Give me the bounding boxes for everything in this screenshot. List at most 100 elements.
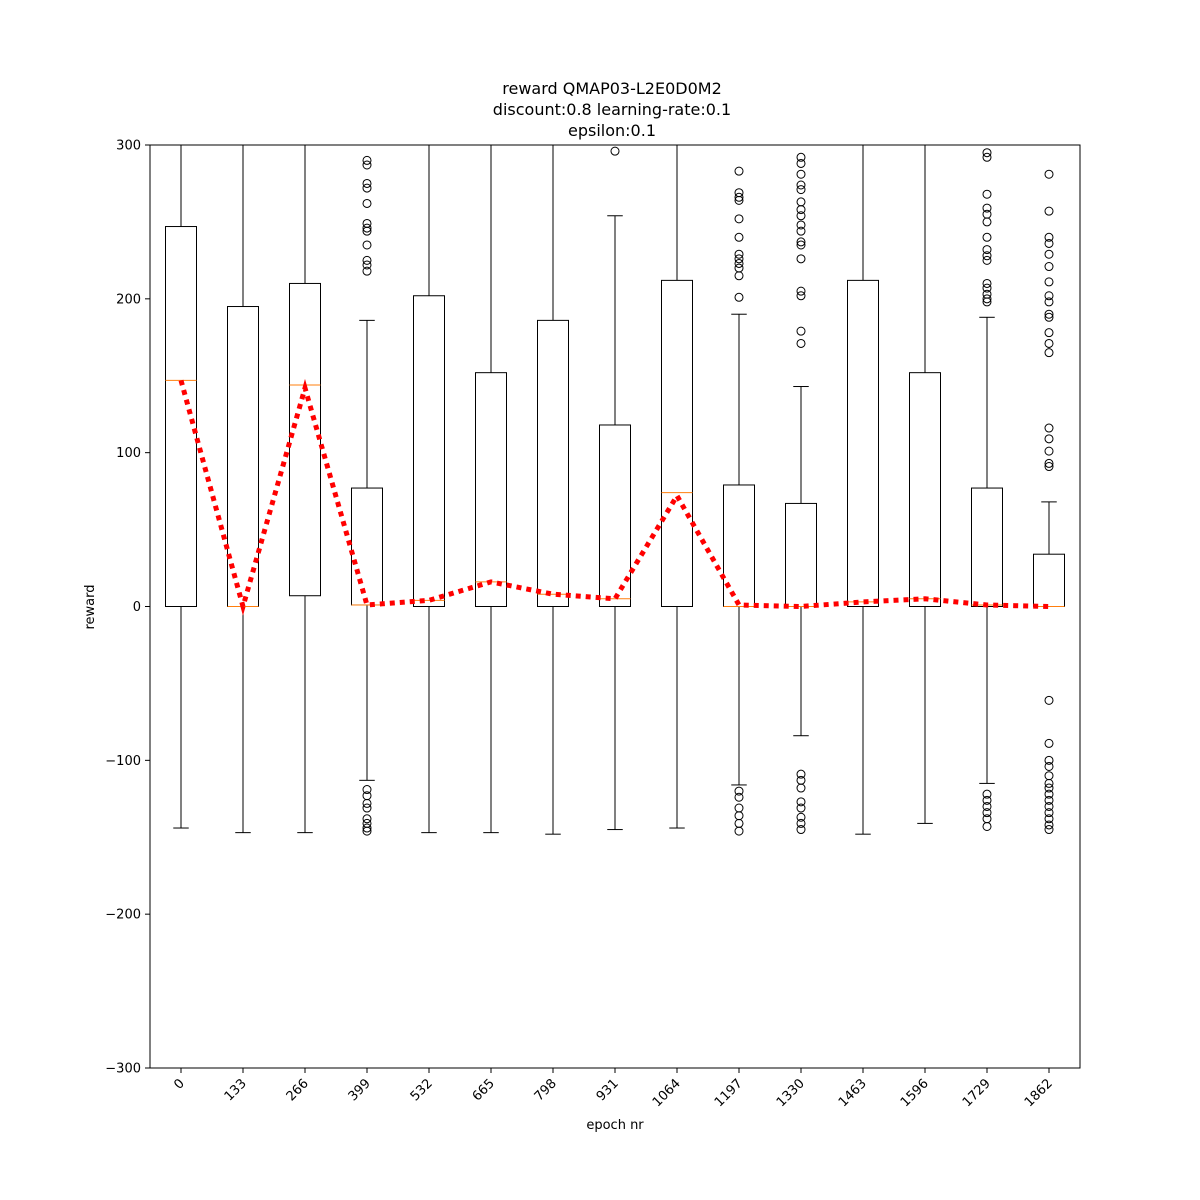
outlier-point	[796, 185, 806, 195]
iqr-box	[537, 319, 569, 607]
outlier-point	[734, 214, 744, 224]
outlier-point	[734, 166, 744, 176]
iqr-box	[289, 282, 321, 597]
outlier-point	[734, 792, 744, 802]
outlier-point	[734, 232, 744, 242]
y-axis-label: reward	[83, 584, 98, 629]
outlier-point	[362, 803, 372, 813]
outlier-point	[1044, 309, 1054, 319]
box-1729	[971, 148, 1003, 831]
y-tick-label: 300	[116, 139, 141, 154]
outlier-point	[982, 152, 992, 162]
outlier-point	[734, 195, 744, 205]
chart-title: reward QMAP03-L2E0D0M2 discount:0.8 lear…	[493, 79, 731, 140]
outlier-point	[362, 260, 372, 270]
outlier-point	[734, 786, 744, 796]
outlier-point	[734, 271, 744, 281]
box-665	[475, 145, 507, 834]
outlier-point	[982, 789, 992, 799]
outlier-point	[362, 814, 372, 824]
outlier-point	[362, 798, 372, 808]
outlier-point	[362, 823, 372, 833]
outlier-point	[1044, 434, 1054, 444]
outlier-point	[982, 294, 992, 304]
outlier-point	[734, 249, 744, 259]
iqr-box	[165, 226, 197, 607]
outlier-point	[982, 278, 992, 288]
box-399	[351, 155, 383, 836]
y-tick-label: 200	[116, 292, 141, 307]
outlier-point	[982, 217, 992, 227]
outlier-point	[1044, 169, 1054, 179]
outlier-point	[796, 825, 806, 835]
outlier-point	[734, 826, 744, 836]
outlier-point	[1044, 814, 1054, 824]
outlier-point	[1044, 277, 1054, 287]
outlier-point	[362, 255, 372, 265]
outlier-point	[362, 155, 372, 165]
outlier-point	[1044, 312, 1054, 322]
mean-trend-line	[178, 378, 1050, 616]
outlier-point	[1044, 761, 1054, 771]
outlier-point	[796, 226, 806, 236]
y-tick-label: −300	[105, 1062, 141, 1077]
iqr-box	[599, 424, 631, 607]
outlier-point	[1044, 783, 1054, 793]
outlier-point	[982, 255, 992, 265]
outlier-point	[1044, 458, 1054, 468]
outlier-point	[1044, 446, 1054, 456]
outlier-point	[362, 240, 372, 250]
y-axis: −300 −200 −100 0 100 200 300	[105, 139, 150, 1077]
outlier-point	[796, 237, 806, 247]
outlier-point	[1044, 808, 1054, 818]
outlier-point	[796, 152, 806, 162]
outlier-point	[796, 338, 806, 348]
outlier-point	[1044, 262, 1054, 272]
outlier-point	[796, 180, 806, 190]
x-axis-label: epoch nr	[586, 1118, 644, 1133]
outlier-point	[1044, 206, 1054, 216]
outlier-point	[796, 326, 806, 336]
outlier-point	[1044, 801, 1054, 811]
outlier-point	[1044, 462, 1054, 472]
outlier-point	[796, 205, 806, 215]
outlier-point	[796, 169, 806, 179]
outlier-point	[796, 220, 806, 230]
y-tick-label: −100	[105, 754, 141, 769]
outlier-point	[1044, 795, 1054, 805]
outlier-point	[796, 254, 806, 264]
outlier-point	[982, 189, 992, 199]
plot-area	[165, 145, 1065, 836]
outlier-point	[362, 785, 372, 795]
y-tick-label: −200	[105, 908, 141, 923]
y-tick-label: 0	[133, 600, 141, 615]
outlier-point	[982, 203, 992, 213]
outlier-point	[796, 812, 806, 822]
outlier-point	[1044, 291, 1054, 301]
box-266	[289, 145, 321, 834]
outlier-point	[982, 148, 992, 158]
outlier-point	[734, 292, 744, 302]
outlier-point	[796, 783, 806, 793]
outlier-point	[796, 769, 806, 779]
outlier-point	[1044, 825, 1054, 835]
outlier-point	[1044, 755, 1054, 765]
chart-title-line-1: reward QMAP03-L2E0D0M2	[502, 79, 722, 98]
outlier-point	[734, 254, 744, 264]
box-532	[413, 145, 445, 834]
iqr-box	[413, 295, 445, 607]
outlier-point	[610, 146, 620, 156]
outlier-point	[796, 240, 806, 250]
box-1330	[785, 152, 817, 835]
outlier-point	[362, 226, 372, 236]
outlier-point	[796, 797, 806, 807]
outlier-point	[1044, 328, 1054, 338]
y-tick-label: 100	[116, 446, 141, 461]
outlier-point	[982, 232, 992, 242]
box-931	[599, 146, 631, 831]
outlier-point	[1044, 778, 1054, 788]
chart-title-line-2: discount:0.8 learning-rate:0.1	[493, 100, 731, 119]
outlier-point	[1044, 297, 1054, 307]
iqr-box	[661, 279, 693, 607]
